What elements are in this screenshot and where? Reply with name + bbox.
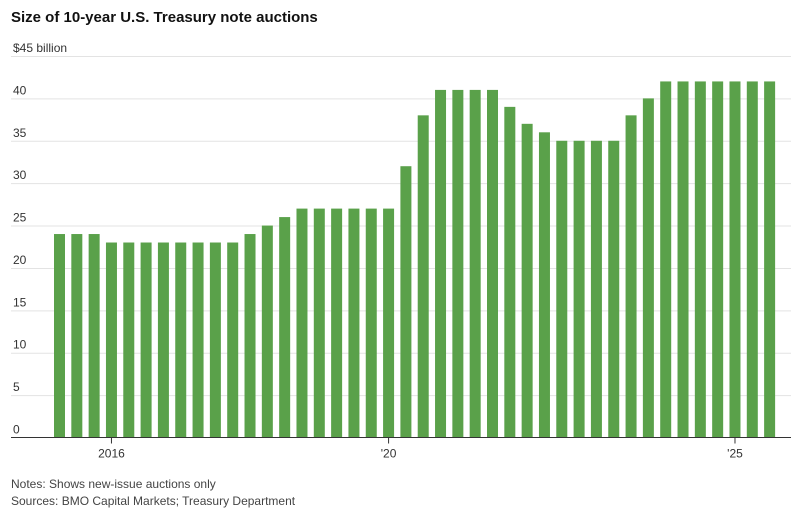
bar — [209, 242, 221, 438]
bar — [746, 81, 758, 438]
bar — [590, 140, 602, 438]
bar — [504, 106, 516, 438]
y-tick-label: 20 — [13, 253, 27, 267]
bar — [556, 140, 568, 438]
bar — [712, 81, 724, 438]
bar — [694, 81, 706, 438]
bar — [435, 89, 447, 438]
bar — [227, 242, 239, 438]
bar — [400, 166, 412, 438]
bar — [764, 81, 776, 438]
chart-notes: Notes: Shows new-issue auctions only Sou… — [11, 476, 295, 510]
bar — [71, 234, 83, 438]
bar — [175, 242, 187, 438]
y-tick-label: 30 — [13, 168, 27, 182]
bar — [452, 89, 464, 438]
bar — [296, 208, 308, 438]
y-tick-label: 0 — [13, 423, 20, 437]
bar — [261, 225, 273, 438]
bar — [244, 234, 256, 438]
bar — [608, 140, 620, 438]
notes-line: Notes: Shows new-issue auctions only — [11, 477, 216, 491]
x-tick-label: 2016 — [98, 447, 125, 461]
bar — [54, 234, 65, 438]
bar — [365, 208, 377, 438]
bar — [331, 208, 343, 438]
y-tick-label: 35 — [13, 126, 27, 140]
bar — [677, 81, 689, 438]
bar — [192, 242, 204, 438]
sources-line: Sources: BMO Capital Markets; Treasury D… — [11, 494, 296, 508]
bar — [469, 89, 481, 438]
bar — [157, 242, 169, 438]
y-tick-label: 5 — [13, 380, 20, 394]
chart-title: Size of 10-year U.S. Treasury note aucti… — [11, 9, 318, 26]
bar — [88, 234, 100, 438]
bar — [348, 208, 360, 438]
bar — [642, 98, 654, 438]
bar — [729, 81, 741, 438]
y-tick-label: $45 billion — [13, 41, 67, 55]
bar — [313, 208, 325, 438]
y-tick-label: 25 — [13, 211, 27, 225]
y-tick-label: 40 — [13, 83, 27, 97]
x-axis-ticks: 2016 '20 '25 — [98, 437, 743, 461]
y-axis-labels: 0 5 10 15 20 25 30 35 40 $45 billion — [13, 41, 67, 437]
y-tick-label: 15 — [13, 295, 27, 309]
bars — [54, 81, 776, 438]
bar — [625, 115, 637, 438]
bar — [538, 132, 550, 438]
bar — [660, 81, 672, 438]
x-tick-label: '20 — [381, 447, 397, 461]
bar — [279, 217, 291, 438]
bar — [521, 123, 533, 438]
x-tick-label: '25 — [727, 447, 743, 461]
bar-chart: 0 5 10 15 20 25 30 35 40 $45 billion 2016 '20 '25 — [11, 41, 791, 461]
bar — [123, 242, 135, 438]
bar — [417, 115, 429, 438]
bar — [105, 242, 117, 438]
bar — [573, 140, 585, 438]
bar — [487, 89, 498, 438]
y-tick-label: 10 — [13, 338, 27, 352]
bar — [383, 208, 395, 438]
bar — [140, 242, 152, 438]
